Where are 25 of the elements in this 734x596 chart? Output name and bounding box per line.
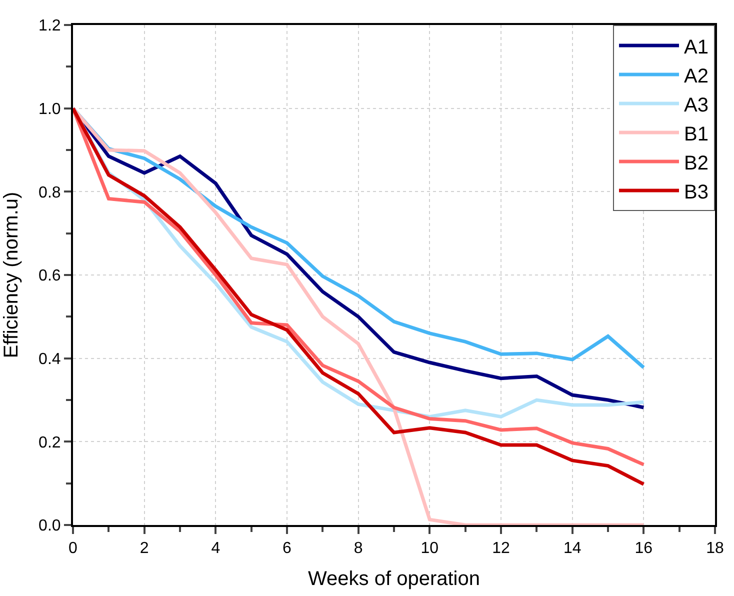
y-tick-label: 0.2 [38, 434, 61, 452]
x-tick-label: 6 [282, 540, 292, 558]
x-tick-label: 14 [563, 540, 582, 558]
legend-label: B2 [684, 152, 708, 174]
x-tick-label: 2 [140, 540, 149, 558]
x-tick-label: 4 [211, 540, 220, 558]
y-tick-label: 0.6 [38, 268, 61, 285]
y-tick-label: 0.4 [38, 350, 61, 368]
legend-label: A2 [684, 65, 708, 88]
legend-label: B3 [684, 181, 708, 204]
x-tick-label: 18 [706, 540, 724, 558]
x-tick-label: 16 [634, 540, 653, 558]
x-tick-label: 12 [492, 540, 510, 558]
legend-label: A1 [684, 36, 708, 58]
x-axis-title: Weeks of operation [308, 568, 480, 590]
y-tick-label: 0.0 [38, 518, 61, 535]
x-tick-label: 8 [354, 540, 363, 558]
legend-label: A3 [684, 94, 708, 116]
y-tick-label: 1.0 [38, 100, 61, 118]
x-tick-label: 0 [68, 540, 78, 558]
legend-label: B1 [684, 123, 708, 146]
y-tick-label: 1.2 [38, 18, 61, 35]
x-tick-label: 10 [420, 540, 439, 558]
y-tick-label: 0.8 [38, 184, 61, 202]
y-axis-title: Efficiency (norm.u) [0, 192, 23, 358]
